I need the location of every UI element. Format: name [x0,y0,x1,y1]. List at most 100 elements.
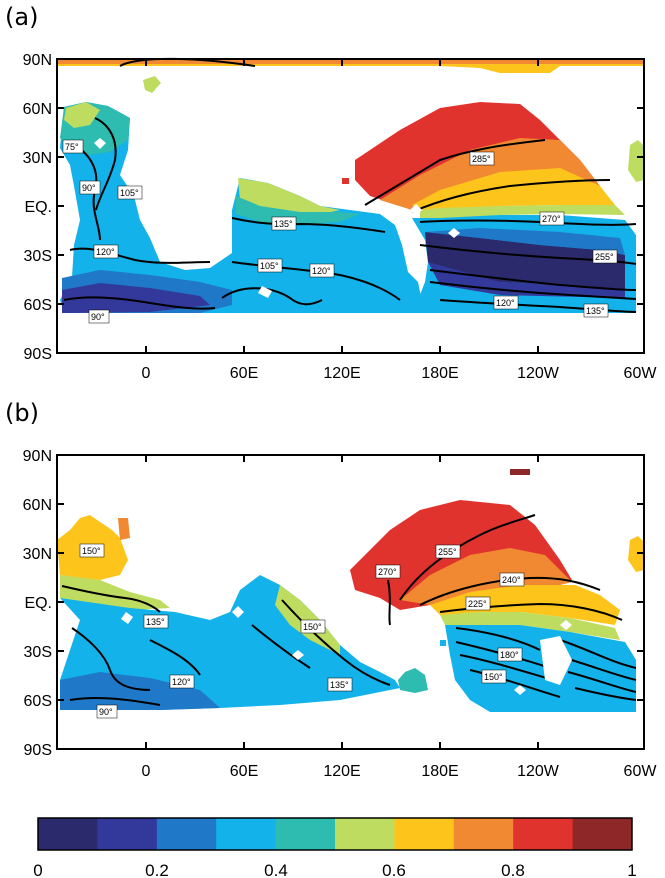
clabel-b-4: 150° [303,622,322,632]
panel-b-map: 150° 135° 120° 90° 150° 135° 270° 255° 2… [56,454,645,750]
clabel-b-10: 180° [500,650,519,660]
ytick-a-0: 90N [23,52,52,69]
colorbar-swatch-8 [513,818,574,850]
clabel-a-11: 120° [496,298,515,308]
clabel-b-1: 135° [146,617,165,627]
clabel-b-5: 135° [330,680,349,690]
ytick-a-4: 30S [24,248,52,265]
clabel-b-8: 240° [502,575,521,585]
clabel-b-2: 120° [172,677,191,687]
clabel-a-2: 105° [120,188,139,198]
southern-dark-b [60,672,220,710]
pacific-orange [380,138,600,210]
ytick-b-4: 30S [24,644,52,661]
clabel-a-7: 120° [312,266,331,276]
cbtick-2: 0.4 [264,861,288,878]
ytick-a-2: 30N [23,150,52,167]
pacific-north-dark [425,228,625,255]
ytick-b-0: 90N [23,448,52,465]
green-island [143,76,161,93]
xtick-a-0: 0 [142,365,151,382]
ytick-a-1: 60N [23,101,52,118]
clabel-a-1: 90° [82,183,96,193]
colorbar-swatch-3 [216,818,277,850]
ytick-a-6: 90S [24,346,52,363]
clabel-a-10: 255° [595,252,614,262]
ytick-b-6: 90S [24,742,52,759]
xtick-a-2: 120E [323,365,360,382]
ytick-b-2: 30N [23,546,52,563]
clabel-b-3: 90° [99,707,113,717]
pacific-mid [428,262,625,298]
holes-b [121,606,572,695]
xtick-b-3: 180E [421,763,458,780]
clabel-a-0: 75° [65,142,79,152]
brown-patch [510,469,530,475]
east-island-b [628,536,644,572]
atlantic-north-b-orange [118,518,130,540]
colorbar-swatch-0 [38,818,98,850]
xtick-b-0: 0 [142,763,151,780]
east-island [628,140,644,182]
colorbar-swatch-1 [97,818,158,850]
panel-a-map: 75° 90° 105° 120° 90° 135° 105° 120° 285… [56,57,645,354]
xtick-b-5: 60W [624,763,658,780]
pacific-lime [420,205,625,220]
panel-a-label: (a) [5,3,39,31]
clabel-b-11: 150° [484,672,503,682]
indian-green [238,178,340,215]
cbtick-1: 0.2 [145,861,169,878]
cbtick-4: 0.8 [501,861,525,878]
cbtick-0: 0 [33,861,42,878]
clabel-a-9: 270° [542,214,561,224]
red-dot [342,178,349,184]
ytick-b-1: 60N [23,497,52,514]
xtick-b-1: 60E [230,763,258,780]
xtick-a-1: 60E [230,365,258,382]
colorbar-swatch-5 [335,818,395,850]
xtick-a-3: 180E [421,365,458,382]
colorbar-frame [37,817,633,851]
contour-labels-b: 150° 135° 120° 90° 150° 135° 270° 255° 2… [79,543,525,719]
pacific-orange-b [400,548,572,605]
clabel-b-6: 270° [378,567,397,577]
panel-b-label: (b) [5,399,39,427]
colorbar-swatch-9 [572,818,633,850]
clabel-a-3: 120° [96,247,115,257]
colorbar-swatch-2 [156,818,217,850]
xtick-a-4: 120W [517,365,560,382]
clabel-b-0: 150° [82,546,101,556]
clabel-a-4: 90° [91,312,105,322]
clabel-b-7: 255° [438,547,457,557]
xtick-b-4: 120W [517,763,560,780]
clabel-a-5: 135° [274,219,293,229]
colorbar-swatch-4 [275,818,336,850]
colorbar-swatch-7 [453,818,514,850]
clabel-a-6: 105° [260,261,279,271]
cbtick-5: 1 [627,861,636,878]
colorbar [38,818,633,850]
indian-teal [236,196,360,225]
panel-b-axes: 90N 60N 30N EQ. 30S 60S 90S 0 60E 120E 1… [23,448,658,780]
clabel-a-8: 285° [472,154,491,164]
pacific-yellow [412,168,615,212]
ytick-b-3: EQ. [24,595,52,612]
contour-labels-a: 75° 90° 105° 120° 90° 135° 105° 120° 285… [62,139,618,324]
clabel-b-9: 225° [468,599,487,609]
clabel-a-12: 135° [586,306,605,316]
panel-a-axes: 90N 60N 30N EQ. 30S 60S 90S 0 60E 120E 1… [23,52,658,382]
xtick-b-2: 120E [323,763,360,780]
ytick-a-3: EQ. [24,199,52,216]
cbtick-3: 0.6 [382,861,406,878]
contours-b [61,514,637,706]
pacific-south-b [445,625,636,712]
small-blue-dot [440,640,446,646]
holes-a [94,138,460,298]
colorbar-swatch-6 [394,818,455,850]
ytick-b-5: 60S [24,693,52,710]
southern-mid-b [398,668,428,693]
ytick-a-5: 60S [24,297,52,314]
atlantic-south-b [60,575,400,710]
xtick-a-5: 60W [624,365,658,382]
